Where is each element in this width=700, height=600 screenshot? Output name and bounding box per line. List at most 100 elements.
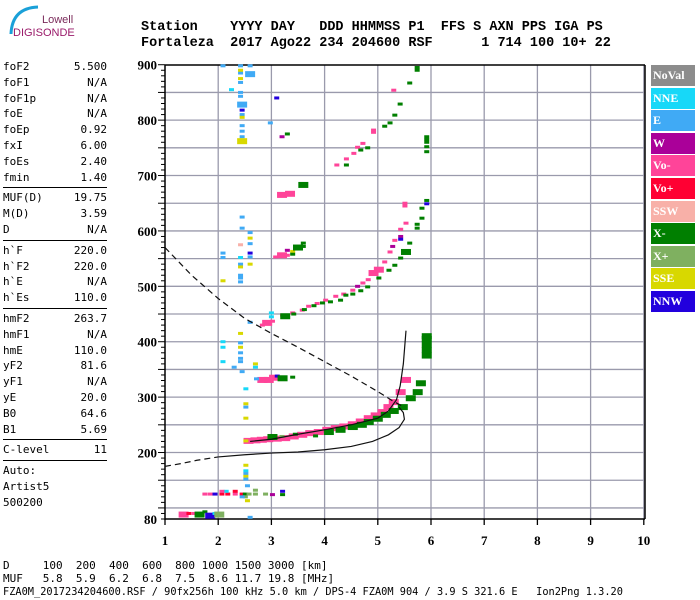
echo-mark (334, 163, 340, 167)
echo-mark (269, 374, 280, 381)
echo-mark (398, 234, 404, 238)
param-value: 5.500 (73, 60, 107, 73)
echo-mark (247, 231, 253, 235)
echo-mark (252, 362, 258, 366)
echo-mark (414, 222, 420, 226)
echo-mark (245, 71, 256, 78)
echo-mark (243, 463, 249, 467)
x-tick-label: 1 (162, 533, 169, 548)
echo-mark (214, 511, 225, 518)
echo-mark (314, 301, 320, 305)
echo-mark (421, 347, 432, 354)
legend-item-sse: SSE (651, 268, 695, 290)
echo-mark (273, 255, 279, 259)
y-tick-label: 80 (144, 512, 157, 527)
echo-mark (263, 492, 269, 496)
echo-mark (424, 202, 430, 206)
divider (3, 439, 107, 441)
echo-mark (238, 280, 244, 284)
echo-mark (280, 489, 286, 493)
param-name: B0 (3, 406, 17, 420)
echo-mark (350, 288, 356, 292)
echo-mark (343, 157, 349, 161)
param-row: yF1 N/A (3, 374, 107, 390)
echo-mark (376, 276, 382, 280)
echo-mark (424, 145, 430, 149)
param-value: N/A (87, 75, 107, 89)
param-row: D N/A (3, 222, 107, 238)
echo-mark (391, 88, 397, 92)
echo-mark (239, 115, 245, 119)
echo-mark (239, 226, 245, 230)
echo-mark (392, 263, 398, 267)
muf-row: MUF 5.8 5.9 6.2 6.8 7.5 8.6 11.7 19.8 [M… (3, 572, 335, 585)
legend-item-nnw: NNW (651, 290, 695, 312)
param-value: N/A (87, 327, 107, 341)
echo-mark (301, 308, 307, 312)
param-name: D (3, 222, 10, 236)
echo-mark (285, 190, 296, 197)
echo-mark (223, 489, 229, 493)
echo-mark (205, 512, 216, 519)
param-value: 1.40 (80, 170, 108, 184)
param-name: foF1 (3, 75, 30, 89)
x-tick-label: 4 (321, 533, 328, 548)
auto-scaling-text: Artist5 (3, 479, 50, 493)
param-name: yF1 (3, 375, 23, 389)
param-value: 3.59 (80, 207, 108, 221)
param-name: MUF(D) (3, 191, 43, 205)
echo-mark (370, 412, 381, 419)
param-row: h`F2 220.0 (3, 259, 107, 275)
echo-mark (243, 387, 249, 391)
echo-mark (288, 433, 299, 440)
echo-mark (238, 262, 244, 266)
echo-mark (244, 484, 250, 488)
divider (3, 239, 107, 241)
param-name: hmF1 (3, 327, 30, 341)
echo-mark (238, 68, 244, 72)
echo-mark (247, 262, 253, 266)
echo-mark (358, 289, 364, 293)
echo-mark (178, 511, 189, 518)
echo-mark (338, 298, 344, 302)
y-tick-label: 800 (138, 113, 158, 128)
echo-mark (246, 492, 252, 496)
echo-mark (231, 365, 237, 369)
param-value: 220.0 (73, 243, 107, 257)
param-value: N/A (87, 91, 107, 105)
echo-mark (284, 132, 290, 136)
echo-mark (238, 345, 244, 349)
param-row: yE 20.0 (3, 390, 107, 406)
param-value: N/A (87, 275, 107, 289)
param-value: 5.69 (80, 422, 108, 436)
echo-mark (191, 511, 197, 515)
echo-mark (262, 319, 273, 326)
param-row: hmF2 263.7 (3, 311, 107, 327)
echo-mark (238, 360, 244, 364)
echo-mark (421, 352, 432, 359)
x-tick-label: 6 (428, 533, 435, 548)
echo-mark (239, 113, 245, 117)
polarization-legend: NoVal NNE E W Vo- Vo+ SSW X- X+ SSE NNW (651, 65, 695, 314)
divider (3, 460, 107, 462)
echo-mark (220, 345, 226, 349)
legend-item-w: W (651, 132, 695, 154)
echo-mark (257, 376, 268, 383)
echo-mark (335, 426, 346, 433)
echo-mark (365, 285, 371, 289)
divider (3, 187, 107, 189)
param-value: 81.6 (80, 359, 108, 373)
echo-mark (239, 124, 245, 128)
echo-mark (242, 492, 248, 496)
echo-mark (238, 90, 244, 94)
echo-mark (356, 421, 367, 428)
echo-mark (238, 276, 244, 280)
echo-mark (403, 221, 409, 225)
auto-scaling-text: Auto: (3, 464, 37, 478)
echo-mark (238, 265, 244, 269)
param-row: hmE 110.0 (3, 343, 107, 359)
echo-mark (247, 320, 253, 324)
echo-mark (424, 150, 430, 154)
echo-mark (383, 404, 394, 411)
echo-mark (343, 163, 349, 167)
